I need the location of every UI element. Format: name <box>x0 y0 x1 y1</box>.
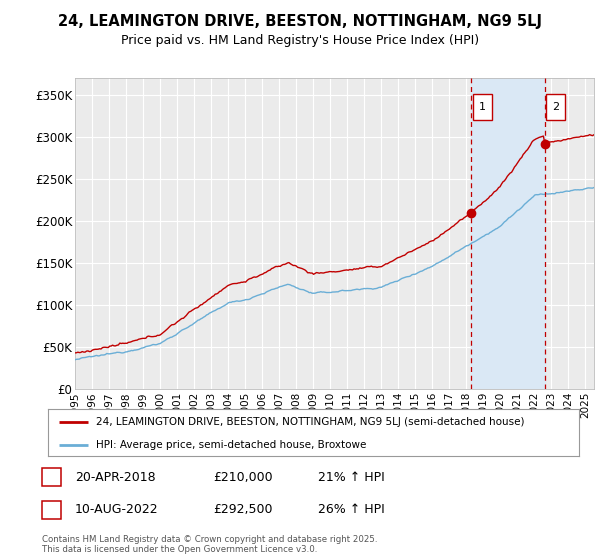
Text: £292,500: £292,500 <box>213 503 272 516</box>
Text: 26% ↑ HPI: 26% ↑ HPI <box>318 503 385 516</box>
Text: 24, LEAMINGTON DRIVE, BEESTON, NOTTINGHAM, NG9 5LJ (semi-detached house): 24, LEAMINGTON DRIVE, BEESTON, NOTTINGHA… <box>96 417 524 427</box>
FancyBboxPatch shape <box>473 94 492 120</box>
Text: £210,000: £210,000 <box>213 470 272 484</box>
Text: 1: 1 <box>479 102 486 112</box>
Text: Contains HM Land Registry data © Crown copyright and database right 2025.
This d: Contains HM Land Registry data © Crown c… <box>42 535 377 554</box>
Bar <box>472 78 545 389</box>
Text: HPI: Average price, semi-detached house, Broxtowe: HPI: Average price, semi-detached house,… <box>96 440 366 450</box>
Text: 2: 2 <box>552 102 559 112</box>
Text: 1: 1 <box>48 470 55 484</box>
Text: Price paid vs. HM Land Registry's House Price Index (HPI): Price paid vs. HM Land Registry's House … <box>121 34 479 46</box>
Text: 10-AUG-2022: 10-AUG-2022 <box>75 503 158 516</box>
Text: 24, LEAMINGTON DRIVE, BEESTON, NOTTINGHAM, NG9 5LJ: 24, LEAMINGTON DRIVE, BEESTON, NOTTINGHA… <box>58 14 542 29</box>
Text: 21% ↑ HPI: 21% ↑ HPI <box>318 470 385 484</box>
Text: 2: 2 <box>48 503 55 516</box>
FancyBboxPatch shape <box>547 94 565 120</box>
Text: 20-APR-2018: 20-APR-2018 <box>75 470 155 484</box>
